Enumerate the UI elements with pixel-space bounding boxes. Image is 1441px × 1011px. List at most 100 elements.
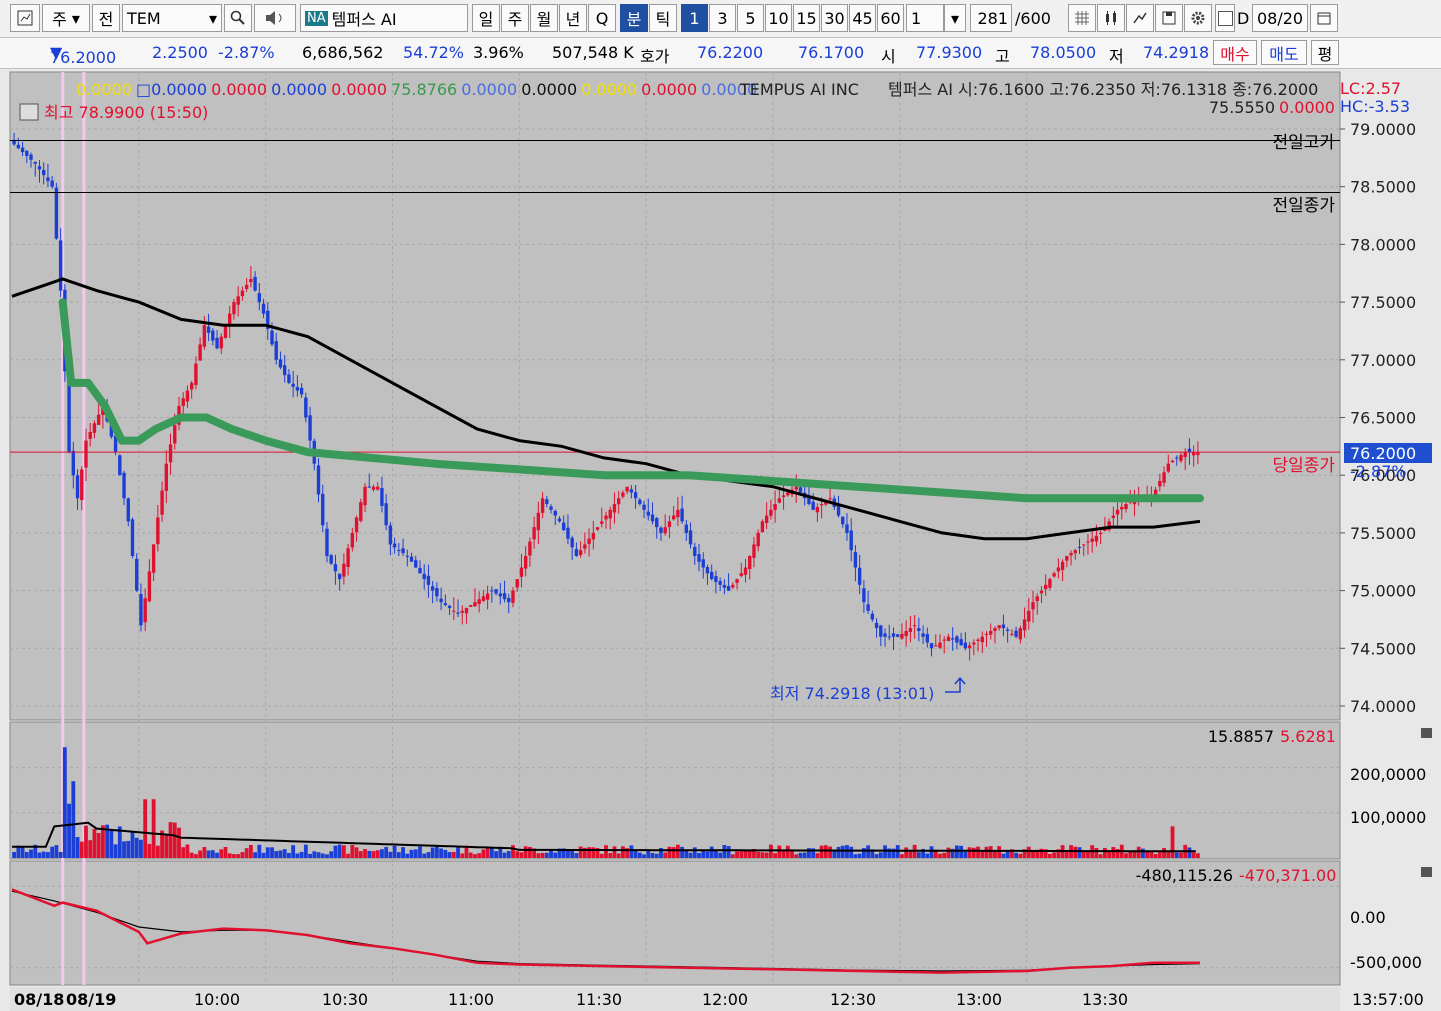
toolbar: 주 ▾ 전 TEM ▾ NA 템퍼스 AI 일 주 월 년 Q 분 틱 1 3 5… (0, 0, 1441, 38)
volume-bar (270, 847, 274, 858)
volume-bar (993, 852, 997, 858)
volume-bar (726, 846, 731, 858)
candle-body (921, 633, 925, 637)
candle-body (452, 610, 456, 612)
legend-item: 0.0000 (331, 80, 387, 99)
volume-bar (1086, 851, 1090, 858)
count-input[interactable]: 281 (970, 4, 1012, 32)
search-icon[interactable] (224, 4, 252, 32)
volume-bar (798, 852, 803, 858)
candle-icon[interactable] (1097, 4, 1125, 32)
volume-bar (802, 852, 807, 858)
volume-bar (253, 852, 257, 858)
stock-name-field[interactable]: NA 템퍼스 AI (300, 4, 468, 32)
volume-bar (46, 852, 50, 858)
candle-body (1056, 567, 1061, 572)
save-icon[interactable] (1155, 4, 1183, 32)
volume-bar (464, 845, 469, 858)
period-year[interactable]: 년 (559, 4, 587, 32)
candle-body (88, 431, 92, 439)
candle-body (1077, 546, 1082, 548)
volume-bar (688, 852, 693, 858)
interval-3[interactable]: 3 (709, 4, 736, 32)
period-day[interactable]: 일 (472, 4, 500, 32)
calendar-icon[interactable] (1310, 4, 1338, 32)
volume-bar (866, 845, 871, 858)
candle-body (401, 548, 405, 554)
volume-bar (680, 846, 685, 858)
buy-button[interactable]: 매수 (1213, 40, 1257, 65)
interval-60[interactable]: 60 (877, 4, 904, 32)
volume-bar (287, 852, 291, 858)
candle-body (739, 573, 743, 576)
volume-bar (1081, 850, 1086, 858)
interval-30[interactable]: 30 (821, 4, 848, 32)
volume-ma-line (12, 821, 1196, 853)
candle-body (257, 293, 262, 303)
price-change: 2.2500 (152, 43, 208, 62)
period-select[interactable]: 주 ▾ (42, 4, 90, 32)
sell-button[interactable]: 매도 (1261, 40, 1307, 65)
volume-close-icon[interactable] (1421, 728, 1432, 738)
volume-bar (113, 844, 118, 858)
chart-settings-icon[interactable] (10, 4, 40, 32)
date-input[interactable]: 08/20 (1252, 4, 1308, 32)
volume-bar (494, 851, 498, 858)
volume-bar (308, 853, 312, 858)
volume-bar (1102, 848, 1107, 858)
interval-1[interactable]: 1 (681, 4, 708, 32)
candle-body (976, 639, 980, 641)
volume-bar (1195, 853, 1200, 858)
volume-bar (1048, 853, 1052, 858)
volume-bar (1107, 851, 1112, 858)
obv-close-icon[interactable] (1421, 867, 1432, 877)
volume-bar (50, 846, 55, 858)
draw-icon[interactable] (1126, 4, 1154, 32)
grid-icon[interactable] (1068, 4, 1096, 32)
time-axis-bg (10, 987, 1340, 1011)
unit-tick[interactable]: 틱 (649, 4, 677, 32)
candle-body (1018, 628, 1023, 640)
volume-bar (405, 853, 410, 858)
interval-15[interactable]: 15 (793, 4, 820, 32)
candle-body (20, 147, 25, 153)
volume-bar (189, 852, 194, 858)
gear-icon[interactable] (1184, 4, 1212, 32)
stock-chart[interactable]: 79.0000 78.5000 78.0000 77.5000 77.0000 76.50… (0, 69, 1441, 1011)
volume-bar (1166, 850, 1171, 858)
speaker-icon[interactable] (254, 4, 296, 32)
y-tick-label: 74.5000 (1350, 639, 1416, 658)
period-week[interactable]: 주 (501, 4, 529, 32)
candle-body (282, 365, 287, 376)
volume-bar (481, 849, 486, 858)
mode-button[interactable]: 전 (92, 4, 120, 32)
volume-bar (1145, 851, 1150, 858)
trade-amount: 507,548 K (552, 43, 634, 62)
avg-button[interactable]: 평 (1311, 40, 1339, 65)
candle-body (726, 586, 731, 591)
candle-body (773, 504, 777, 510)
table-icon[interactable] (19, 103, 39, 121)
candle-body (1001, 624, 1006, 629)
candle-body (553, 510, 557, 516)
period-month[interactable]: 월 (530, 4, 558, 32)
candle-body (710, 571, 714, 580)
volume-bar (921, 848, 925, 858)
interval-45[interactable]: 45 (849, 4, 876, 32)
date-checkbox[interactable] (1215, 4, 1235, 32)
period-quarter[interactable]: Q (588, 4, 616, 32)
candle-body (42, 169, 46, 176)
y-tick-label: 77.0000 (1350, 351, 1416, 370)
candle-body (659, 527, 663, 533)
interval-10[interactable]: 10 (765, 4, 792, 32)
candle-body (29, 154, 33, 160)
unit-minute[interactable]: 분 (620, 4, 648, 32)
ticker-input[interactable]: TEM ▾ (122, 4, 222, 32)
candle-body (67, 373, 71, 453)
chevron-down-icon[interactable]: ▾ (944, 4, 966, 32)
volume-bar (701, 850, 706, 858)
volume-bar (900, 854, 904, 858)
interval-5[interactable]: 5 (737, 4, 764, 32)
volume-bar (1035, 849, 1040, 858)
interval-input[interactable]: 1 (906, 4, 944, 32)
